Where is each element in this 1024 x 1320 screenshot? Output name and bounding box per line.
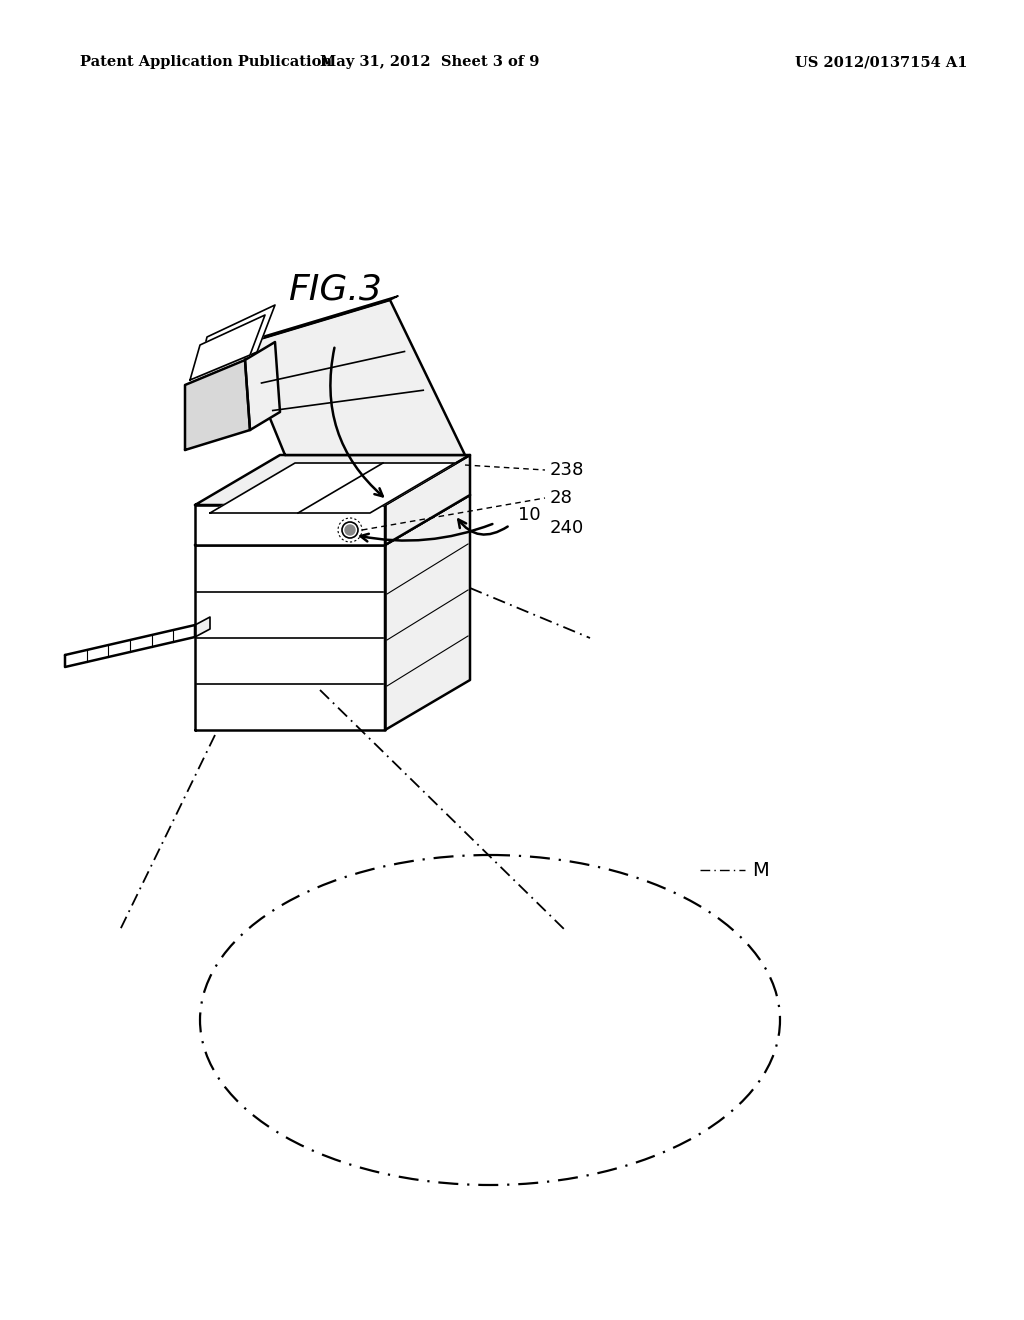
Polygon shape [190, 315, 265, 380]
FancyArrowPatch shape [331, 347, 383, 496]
Text: 240: 240 [550, 519, 585, 537]
Polygon shape [195, 495, 470, 545]
Polygon shape [240, 296, 398, 345]
Polygon shape [385, 495, 470, 730]
Polygon shape [195, 545, 385, 730]
Polygon shape [197, 305, 275, 378]
Polygon shape [245, 342, 280, 430]
Polygon shape [240, 300, 465, 455]
FancyArrowPatch shape [459, 520, 508, 535]
FancyArrowPatch shape [360, 524, 493, 541]
Polygon shape [210, 463, 455, 513]
Text: 10: 10 [518, 506, 541, 524]
Text: 238: 238 [550, 461, 585, 479]
Text: US 2012/0137154 A1: US 2012/0137154 A1 [795, 55, 968, 69]
Text: Patent Application Publication: Patent Application Publication [80, 55, 332, 69]
Polygon shape [385, 455, 470, 545]
Text: May 31, 2012  Sheet 3 of 9: May 31, 2012 Sheet 3 of 9 [321, 55, 540, 69]
Text: FIG.3: FIG.3 [288, 273, 382, 308]
Polygon shape [185, 360, 250, 450]
Circle shape [345, 525, 355, 535]
Polygon shape [195, 506, 385, 545]
Polygon shape [65, 624, 195, 667]
Text: M: M [752, 861, 769, 879]
Text: 28: 28 [550, 488, 572, 507]
Polygon shape [195, 616, 210, 638]
Polygon shape [195, 455, 470, 506]
